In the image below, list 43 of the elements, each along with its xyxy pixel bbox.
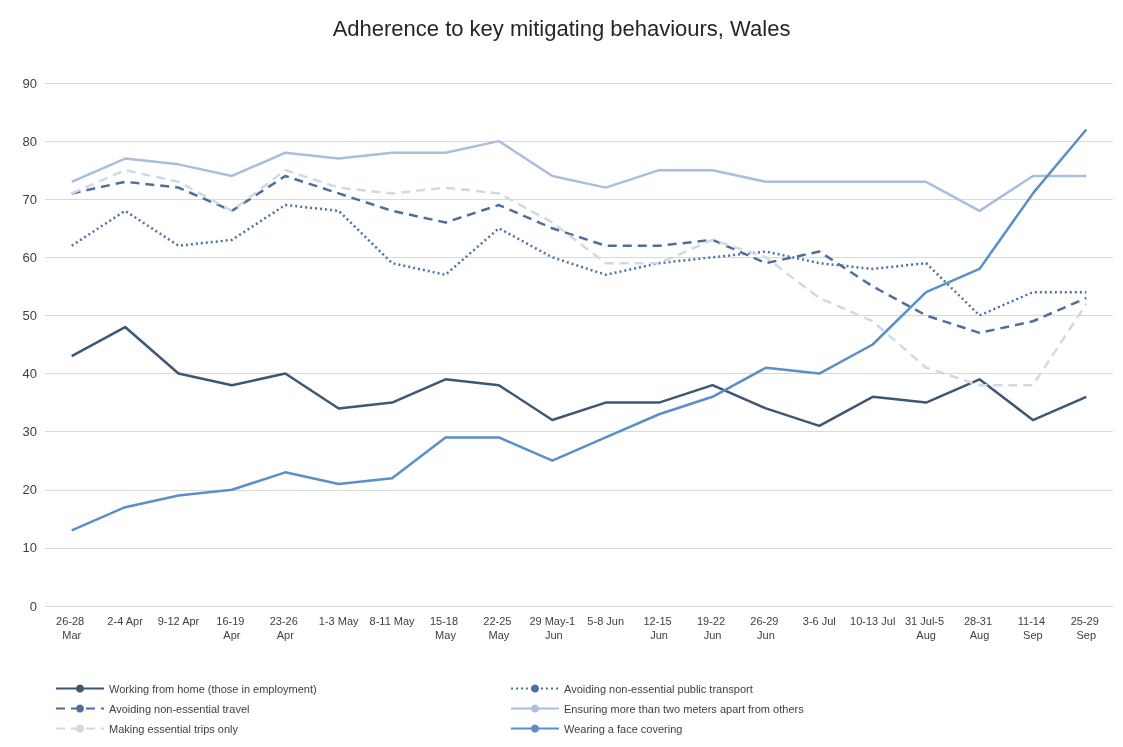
legend-label: Wearing a face covering [564, 722, 683, 735]
line-series [70, 325, 1088, 428]
x-tick-label: 19-22 Jun [696, 615, 729, 641]
y-tick-label: 20 [22, 482, 37, 498]
x-tick-label: 3-6 Jul [802, 615, 836, 627]
line-series [70, 139, 1088, 213]
x-tick-label: 16-19 Apr [216, 615, 248, 641]
y-tick-label: 40 [22, 366, 37, 382]
line-series [70, 174, 1088, 335]
chart-title: Adherence to key mitigating behaviours, Wales [332, 15, 791, 41]
y-tick-label: 80 [22, 133, 37, 149]
x-tick-label: 2-4 Apr [107, 615, 144, 627]
x-tick-label: 25-29 Sep [1070, 615, 1102, 641]
x-tick-label: 31 Jul-5 Aug [905, 615, 948, 641]
y-tick-label: 0 [29, 598, 37, 614]
legend-label: Working from home (those in employment) [109, 682, 317, 695]
line-series [70, 128, 1088, 532]
y-tick-label: 10 [22, 540, 37, 556]
line-series [70, 168, 1088, 387]
line-series [70, 203, 1088, 317]
x-tick-label: 12-15 Jun [643, 615, 675, 641]
y-tick-label: 70 [22, 191, 37, 207]
x-tick-label: 26-29 Jun [750, 615, 782, 641]
x-tick-label: 29 May-1 Jun [529, 615, 576, 641]
legend-label: Ensuring more than two meters apart from others [564, 702, 805, 715]
x-tick-label: 10-13 Jul [850, 615, 896, 627]
x-tick-label: 28-31 Aug [963, 615, 996, 641]
y-tick-label: 60 [22, 249, 37, 265]
legend-label: Avoiding non-essential public transport [564, 682, 753, 695]
x-tick-label: 5-8 Jun [587, 615, 625, 627]
x-tick-label: 26-28 Mar [56, 615, 88, 641]
x-tick-label: 1-3 May [318, 615, 360, 627]
y-tick-label: 30 [22, 424, 37, 440]
x-tick-label: 22-25 May [483, 615, 515, 641]
x-tick-label: 15-18 May [429, 615, 462, 641]
x-tick-label: 23-26 Apr [269, 615, 301, 641]
y-tick-label: 90 [22, 75, 37, 91]
legend-label: Avoiding non-essential travel [109, 702, 250, 715]
x-tick-label: 11-14 Sep [1017, 615, 1049, 641]
y-tick-label: 50 [22, 307, 37, 323]
x-tick-label: 8-11 May [369, 615, 416, 627]
legend-label: Making essential trips only [109, 722, 239, 735]
x-tick-label: 9-12 Apr [157, 615, 200, 627]
